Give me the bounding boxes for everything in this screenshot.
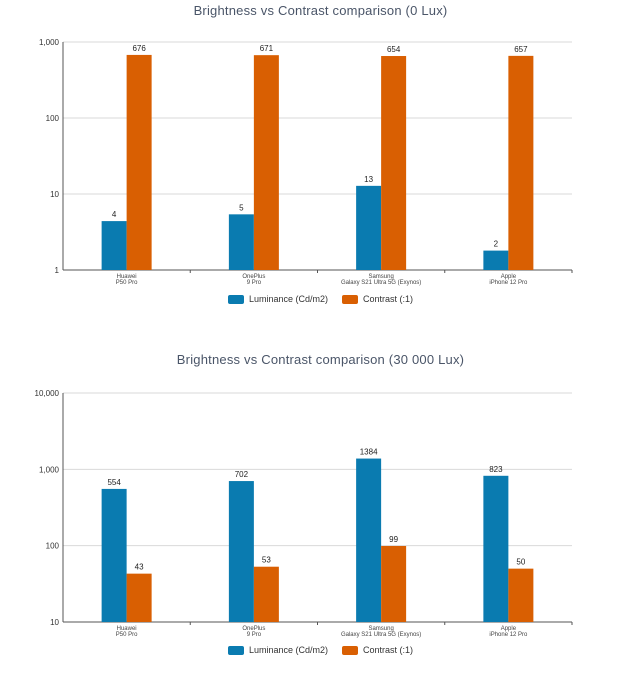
data-label: 5 <box>239 203 244 212</box>
legend-item-contrast[interactable]: Contrast (:1) <box>342 294 413 304</box>
bar <box>381 545 407 622</box>
y-tick-label: 1,000 <box>39 38 60 47</box>
x-tick-label: Samsung <box>368 274 393 280</box>
y-tick-label: 100 <box>46 114 60 123</box>
data-label: 13 <box>364 175 373 184</box>
data-label: 671 <box>260 44 274 53</box>
legend-swatch-contrast <box>342 645 358 655</box>
y-tick-label: 1 <box>55 266 60 275</box>
legend-label: Contrast (:1) <box>363 645 414 655</box>
data-label: 4 <box>112 210 117 219</box>
bar <box>228 214 254 270</box>
bar <box>508 568 534 622</box>
x-tick-label: Galaxy S21 Ultra 5G (Exynos) <box>341 280 421 286</box>
bar <box>253 566 279 622</box>
bar <box>253 55 279 270</box>
data-label: 702 <box>235 470 249 479</box>
y-tick-label: 10,000 <box>35 389 60 398</box>
bar <box>356 185 382 270</box>
x-tick-label: iPhone 12 Pro <box>489 632 528 638</box>
data-label: 676 <box>132 44 146 53</box>
x-tick-label: Galaxy S21 Ultra 5G (Exynos) <box>341 632 421 638</box>
bar <box>228 481 254 622</box>
x-tick-label: OnePlus <box>242 274 265 280</box>
data-label: 823 <box>489 465 503 474</box>
bar <box>126 54 152 271</box>
x-tick-label: Samsung <box>368 626 393 632</box>
bar <box>101 488 127 622</box>
x-tick-label: P50 Pro <box>116 632 138 638</box>
legend-swatch-contrast <box>342 294 358 304</box>
data-label: 50 <box>516 558 525 567</box>
data-label: 657 <box>514 45 528 54</box>
legend-swatch-luminance <box>227 645 244 655</box>
legend-item-contrast[interactable]: Contrast (:1) <box>342 645 413 655</box>
bar <box>483 250 509 270</box>
legend-item-luminance[interactable]: Luminance (Cd/m2) <box>227 645 328 655</box>
x-tick-label: 9 Pro <box>247 280 262 286</box>
x-tick-label: Apple <box>501 274 517 280</box>
data-label: 53 <box>262 556 271 565</box>
chart-legend: Luminance (Cd/m2) Contrast (:1) <box>0 645 641 655</box>
bar <box>101 221 127 270</box>
y-tick-label: 1,000 <box>39 465 60 474</box>
x-tick-label: OnePlus <box>242 626 265 632</box>
y-tick-label: 10 <box>50 190 59 199</box>
x-tick-label: P50 Pro <box>116 280 138 286</box>
x-tick-label: Apple <box>501 626 517 632</box>
legend-label: Luminance (Cd/m2) <box>248 294 328 304</box>
data-label: 99 <box>389 535 398 544</box>
bar <box>508 55 534 270</box>
chart-30000-lux: Brightness vs Contrast comparison (30 00… <box>0 340 641 671</box>
data-label: 43 <box>135 563 144 572</box>
bar <box>126 573 152 622</box>
bar <box>356 458 382 622</box>
bar <box>483 475 509 622</box>
legend-swatch-luminance <box>227 294 244 304</box>
chart-0-lux: Brightness vs Contrast comparison (0 Lux… <box>0 0 641 320</box>
data-label: 1384 <box>360 448 378 457</box>
legend-label: Contrast (:1) <box>363 294 414 304</box>
bar <box>381 56 407 271</box>
legend-label: Luminance (Cd/m2) <box>248 645 328 655</box>
y-tick-label: 10 <box>50 618 59 627</box>
x-tick-label: 9 Pro <box>247 632 262 638</box>
data-label: 654 <box>387 45 401 54</box>
y-tick-label: 100 <box>46 542 60 551</box>
x-tick-label: Huawei <box>117 274 137 280</box>
data-label: 554 <box>107 478 121 487</box>
data-label: 2 <box>494 240 499 249</box>
chart-title: Brightness vs Contrast comparison (30 00… <box>176 352 465 367</box>
legend-item-luminance[interactable]: Luminance (Cd/m2) <box>227 294 328 304</box>
chart-title: Brightness vs Contrast comparison (0 Lux… <box>193 3 448 18</box>
x-tick-label: iPhone 12 Pro <box>489 280 528 286</box>
x-tick-label: Huawei <box>117 626 137 632</box>
chart-legend: Luminance (Cd/m2) Contrast (:1) <box>0 294 641 304</box>
